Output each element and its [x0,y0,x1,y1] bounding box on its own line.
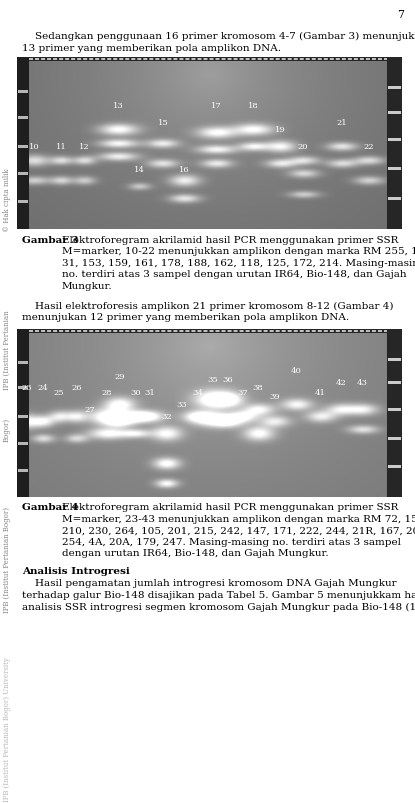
Text: 35: 35 [208,376,218,383]
Text: 23: 23 [21,384,32,392]
Text: 33: 33 [176,401,187,409]
Text: 29: 29 [115,372,125,380]
Text: 41: 41 [315,389,326,397]
Text: 18: 18 [248,102,259,110]
Text: M=marker, 10-22 menunjukkan amplikon dengan marka RM 255, 13,: M=marker, 10-22 menunjukkan amplikon den… [62,247,415,256]
Text: 26: 26 [71,384,82,392]
Text: terhadap galur Bio-148 disajikan pada Tabel 5. Gambar 5 menunjukkam hasil: terhadap galur Bio-148 disajikan pada Ta… [22,590,415,599]
Text: 254, 4A, 20A, 179, 247. Masing-masing no. terdiri atas 3 sampel: 254, 4A, 20A, 179, 247. Masing-masing no… [62,537,401,546]
Text: Elektroforegram akrilamid hasil PCR menggunakan primer SSR: Elektroforegram akrilamid hasil PCR meng… [62,236,398,245]
Text: Gambar 3: Gambar 3 [22,236,78,245]
Text: 21: 21 [336,119,347,127]
Text: Hasil pengamatan jumlah introgresi kromosom DNA Gajah Mungkur: Hasil pengamatan jumlah introgresi kromo… [22,578,397,587]
Text: 40: 40 [291,367,302,375]
Text: 25: 25 [54,389,65,397]
Text: 38: 38 [253,384,264,392]
Text: 34: 34 [192,389,203,397]
Text: 13: 13 [113,102,124,110]
Text: 24: 24 [38,384,49,392]
Text: no. terdiri atas 3 sampel dengan urutan IR64, Bio-148, dan Gajah: no. terdiri atas 3 sampel dengan urutan … [62,270,407,279]
Text: Analisis Introgresi: Analisis Introgresi [22,566,130,575]
Text: 10: 10 [29,143,39,151]
Text: Gambar 4: Gambar 4 [22,503,78,512]
Text: 32: 32 [161,413,172,420]
Text: 20: 20 [298,143,308,151]
Text: 39: 39 [269,392,280,400]
Text: Bogor): Bogor) [3,418,11,442]
Text: 12: 12 [79,143,90,151]
Text: © Hak cipta milik: © Hak cipta milik [3,168,11,231]
Text: Sedangkan penggunaan 16 primer kromosom 4-7 (Gambar 3) menunjukkan: Sedangkan penggunaan 16 primer kromosom … [22,32,415,41]
Text: Elektroforegram akrilamid hasil PCR menggunakan primer SSR: Elektroforegram akrilamid hasil PCR meng… [62,503,398,512]
Text: IPB (Institut Pertanian: IPB (Institut Pertanian [3,310,11,389]
Text: 37: 37 [237,389,248,397]
Text: 27: 27 [85,406,95,414]
Text: 17: 17 [211,102,222,110]
Text: 210, 230, 264, 105, 201, 215, 242, 147, 171, 222, 244, 21R, 167, 209,: 210, 230, 264, 105, 201, 215, 242, 147, … [62,526,415,535]
Text: 30: 30 [130,389,141,397]
Text: Mungkur.: Mungkur. [62,282,112,291]
Text: 11: 11 [56,143,66,151]
Text: IPB (Institut Pertanian Bogor): IPB (Institut Pertanian Bogor) [3,507,11,612]
Text: 43: 43 [357,379,368,387]
Text: 7: 7 [397,10,404,20]
Text: 28: 28 [102,389,112,397]
Text: analisis SSR introgresi segmen kromosom Gajah Mungkur pada Bio-148 (100-: analisis SSR introgresi segmen kromosom … [22,602,415,611]
Text: menunjukan 12 primer yang memberikan pola amplikon DNA.: menunjukan 12 primer yang memberikan pol… [22,313,349,322]
Text: 16: 16 [179,165,189,173]
Text: 13 primer yang memberikan pola amplikon DNA.: 13 primer yang memberikan pola amplikon … [22,44,281,53]
Text: 31, 153, 159, 161, 178, 188, 162, 118, 125, 172, 214. Masing-masing: 31, 153, 159, 161, 178, 188, 162, 118, 1… [62,259,415,267]
Text: 22: 22 [363,143,374,151]
Text: 42: 42 [335,379,346,387]
Text: dengan urutan IR64, Bio-148, dan Gajah Mungkur.: dengan urutan IR64, Bio-148, dan Gajah M… [62,548,329,558]
Text: 19: 19 [275,126,286,134]
Text: IPB (Institut Pertanian Bogor) University: IPB (Institut Pertanian Bogor) Universit… [3,657,11,801]
Text: Hasil elektroforesis amplikon 21 primer kromosom 8-12 (Gambar 4): Hasil elektroforesis amplikon 21 primer … [22,301,393,310]
Text: M=marker, 23-43 menunjukkan amplikon dengan marka RM 72, 152,: M=marker, 23-43 menunjukkan amplikon den… [62,515,415,524]
Text: 15: 15 [158,119,168,127]
Text: 14: 14 [134,165,145,173]
Text: 36: 36 [222,376,233,383]
Text: 31: 31 [144,389,155,397]
